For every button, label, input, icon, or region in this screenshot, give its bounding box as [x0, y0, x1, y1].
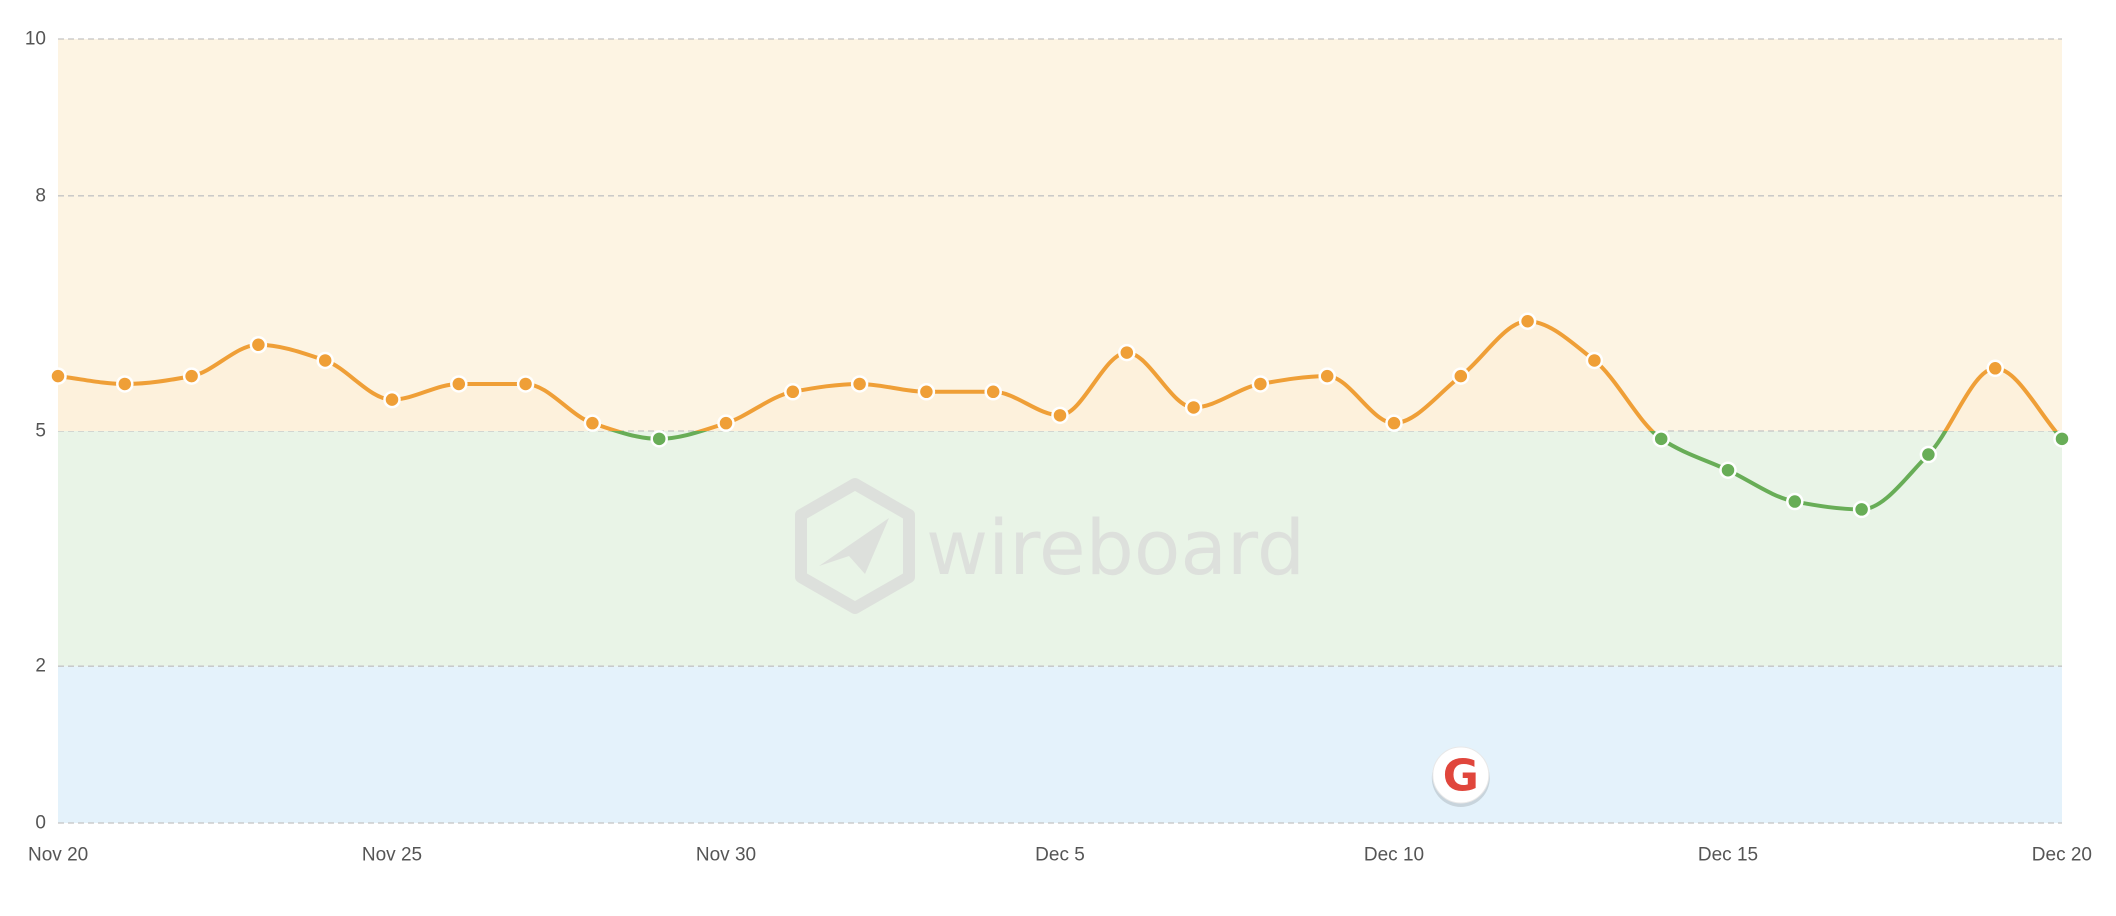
x-tick-label: Dec 15 — [1698, 845, 1758, 866]
data-points — [49, 312, 2071, 519]
x-tick-label: Nov 20 — [28, 845, 88, 866]
data-point[interactable] — [1051, 406, 1069, 425]
data-point[interactable] — [1786, 492, 1804, 511]
data-point[interactable] — [116, 375, 134, 393]
x-tick-label: Nov 30 — [696, 845, 756, 866]
area-above-threshold — [58, 321, 2062, 431]
google-g-icon: G — [1443, 751, 1479, 802]
x-tick-label: Dec 10 — [1364, 845, 1424, 866]
data-point[interactable] — [1852, 500, 1871, 519]
data-point[interactable] — [1986, 359, 2004, 378]
y-axis: 0 2 5 8 10 — [25, 29, 46, 834]
data-point[interactable] — [583, 414, 602, 432]
band-0 — [58, 666, 2062, 823]
data-point[interactable] — [1652, 430, 1670, 448]
data-point[interactable] — [1719, 461, 1737, 479]
data-point[interactable] — [1251, 375, 1270, 393]
wireboard-watermark: wireboard — [795, 478, 1305, 614]
data-point[interactable] — [717, 414, 735, 432]
data-point[interactable] — [450, 375, 468, 393]
area-fill — [58, 321, 2062, 431]
data-point[interactable] — [650, 430, 668, 448]
data-point[interactable] — [383, 390, 401, 409]
data-point[interactable] — [1184, 398, 1203, 417]
data-point[interactable] — [1919, 445, 1938, 464]
data-point[interactable] — [1585, 351, 1604, 370]
data-point[interactable] — [1452, 367, 1470, 385]
x-tick-label: Dec 20 — [2032, 845, 2092, 866]
data-point[interactable] — [1318, 367, 1336, 385]
y-tick-label: 10 — [25, 29, 46, 50]
x-tick-label: Nov 25 — [362, 845, 422, 866]
data-point[interactable] — [316, 351, 334, 370]
y-tick-label: 2 — [35, 656, 46, 677]
watermark-text: wireboard — [926, 503, 1305, 592]
data-point[interactable] — [2053, 430, 2071, 448]
band-2 — [58, 39, 2062, 431]
data-point[interactable] — [1385, 414, 1403, 432]
google-update-marker[interactable]: G — [1431, 746, 1490, 807]
wireboard-logo-icon — [795, 478, 915, 614]
data-point[interactable] — [1118, 343, 1136, 362]
data-point[interactable] — [49, 367, 67, 385]
data-point[interactable] — [784, 383, 802, 401]
y-tick-label: 5 — [35, 421, 46, 442]
data-point[interactable] — [984, 383, 1002, 401]
data-point[interactable] — [917, 383, 936, 401]
x-axis: Nov 20 Nov 25 Nov 30 Dec 5 Dec 10 Dec 15 Dec 2… — [28, 845, 2092, 866]
series-line-below — [609, 431, 2064, 512]
y-tick-label: 0 — [35, 813, 46, 834]
data-point[interactable] — [516, 375, 535, 393]
data-point[interactable] — [850, 375, 869, 393]
y-tick-label: 8 — [35, 185, 46, 206]
data-point[interactable] — [182, 367, 201, 385]
data-point[interactable] — [1518, 312, 1537, 330]
data-point[interactable] — [249, 336, 268, 354]
x-tick-label: Dec 5 — [1035, 845, 1085, 866]
